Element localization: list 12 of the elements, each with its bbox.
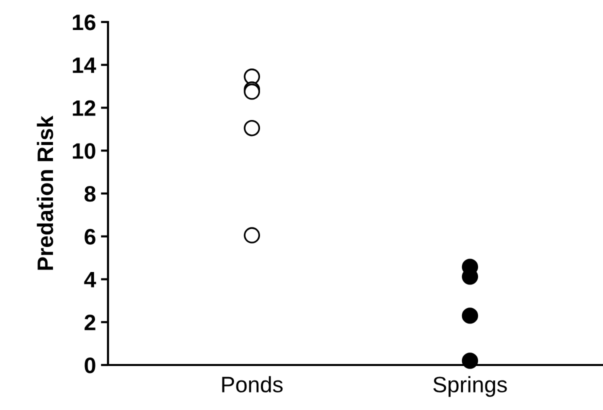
x-tick-label: Ponds	[222, 376, 283, 392]
y-tick-label: 2	[84, 314, 96, 330]
y-tick-label: 8	[84, 186, 96, 202]
y-tick-label: 14	[72, 58, 96, 73]
x-tick-label: Springs	[433, 376, 507, 397]
y-tick-label: 16	[72, 14, 96, 30]
y-tick-label: 6	[84, 228, 96, 245]
y-tick-label: 12	[72, 100, 96, 116]
y-tick-label: 0	[84, 358, 96, 374]
y-axis-title: Predation Risk	[36, 116, 54, 270]
y-tick-label: 10	[72, 143, 96, 159]
y-tick-label: 4	[84, 272, 96, 288]
